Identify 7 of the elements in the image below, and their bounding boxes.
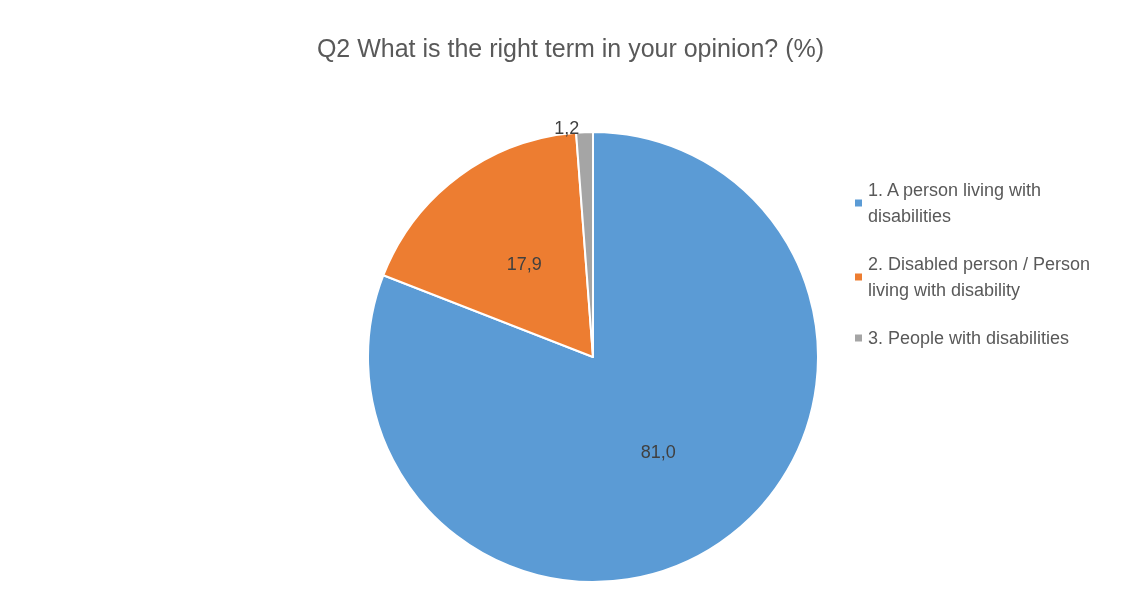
legend-label: 3. People with disabilities (868, 328, 1070, 348)
data-label: 1,2 (554, 118, 580, 139)
legend-label: 1. A person living with disabilities (868, 180, 1047, 226)
chart-title: Q2 What is the right term in your opinion? (%) (316, 33, 825, 62)
data-label: 17,9 (506, 254, 542, 275)
data-label: 81,0 (640, 442, 676, 463)
legend-label: 2. Disabled person / Person living with disability (868, 254, 1096, 300)
